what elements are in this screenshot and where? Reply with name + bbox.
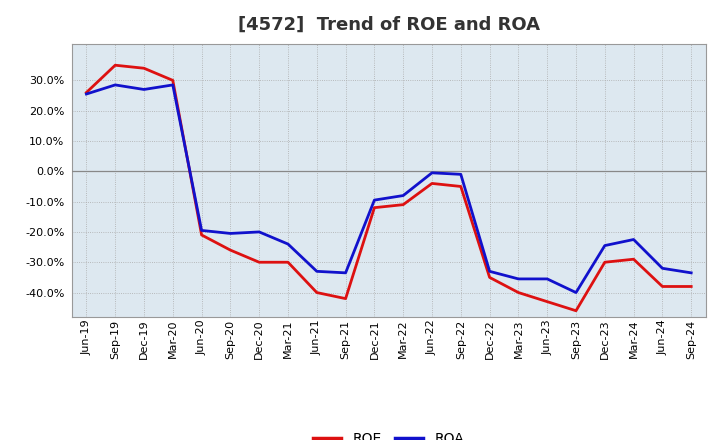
ROA (456, 172, 465, 177)
ROA (111, 82, 120, 88)
ROA (226, 231, 235, 236)
ROE (111, 62, 120, 68)
ROE (629, 257, 638, 262)
ROA (140, 87, 148, 92)
ROE (514, 290, 523, 295)
ROA (485, 269, 494, 274)
ROA (514, 276, 523, 282)
ROE (658, 284, 667, 289)
Line: ROE: ROE (86, 65, 691, 311)
ROE (370, 205, 379, 210)
ROA (428, 170, 436, 176)
Title: [4572]  Trend of ROE and ROA: [4572] Trend of ROE and ROA (238, 16, 540, 34)
Line: ROA: ROA (86, 85, 691, 293)
ROA (629, 237, 638, 242)
ROA (255, 229, 264, 235)
ROA (370, 198, 379, 203)
ROE (226, 247, 235, 253)
ROE (312, 290, 321, 295)
ROA (284, 242, 292, 247)
ROE (485, 275, 494, 280)
ROA (312, 269, 321, 274)
ROA (543, 276, 552, 282)
ROA (341, 270, 350, 275)
ROE (543, 299, 552, 304)
ROE (284, 260, 292, 265)
ROA (197, 228, 206, 233)
ROE (197, 232, 206, 238)
ROE (168, 78, 177, 83)
ROE (255, 260, 264, 265)
ROA (399, 193, 408, 198)
ROA (82, 92, 91, 97)
ROA (168, 82, 177, 88)
ROE (341, 296, 350, 301)
ROE (82, 90, 91, 95)
ROE (456, 184, 465, 189)
ROE (687, 284, 696, 289)
ROE (572, 308, 580, 313)
Legend: ROE, ROA: ROE, ROA (308, 427, 469, 440)
ROA (658, 266, 667, 271)
ROE (399, 202, 408, 207)
ROE (600, 260, 609, 265)
ROA (600, 243, 609, 248)
ROA (687, 270, 696, 275)
ROE (140, 66, 148, 71)
ROA (572, 290, 580, 295)
ROE (428, 181, 436, 186)
